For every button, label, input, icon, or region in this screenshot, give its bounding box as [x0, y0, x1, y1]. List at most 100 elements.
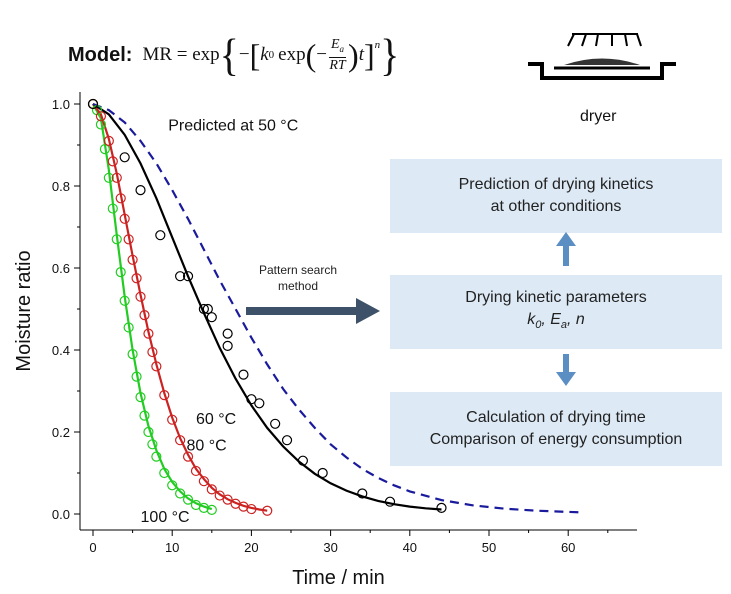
data-point — [281, 435, 293, 446]
y-tick-label: 0.4 — [52, 343, 70, 358]
parameters-line-2: k0, Ea, n — [527, 311, 585, 332]
data-point — [198, 476, 209, 487]
data-point — [262, 505, 273, 516]
data-point — [202, 303, 213, 315]
data-point — [222, 340, 233, 351]
data-point — [115, 267, 126, 278]
calculation-line-1: Calculation of drying time — [466, 409, 646, 426]
data-point — [222, 494, 233, 505]
data-point — [175, 271, 186, 282]
arrow-down-icon — [556, 372, 576, 386]
data-point — [206, 484, 217, 495]
x-tick-label: 50 — [482, 540, 496, 555]
data-point — [270, 418, 281, 429]
calculation-line-2: Comparison of energy consumption — [429, 431, 683, 448]
data-point — [238, 369, 249, 380]
data-point — [139, 410, 150, 421]
data-point — [127, 349, 138, 360]
parameters-line-1: Drying kinetic parameters — [465, 289, 647, 307]
x-tick-label: 0 — [89, 540, 96, 555]
x-tick-label: 20 — [244, 540, 258, 555]
data-point — [135, 291, 146, 302]
data-point — [167, 414, 178, 425]
data-point — [155, 230, 166, 241]
y-tick-label: 0.0 — [52, 507, 70, 522]
data-point — [254, 398, 265, 409]
x-tick-label: 40 — [403, 540, 417, 555]
arrow-label-2: method — [278, 279, 318, 293]
model-label: Model: — [68, 43, 133, 66]
formula-t: t — [358, 44, 364, 65]
data-point — [297, 455, 308, 466]
data-point — [206, 312, 217, 323]
data-point — [127, 254, 138, 265]
data-point — [107, 203, 118, 214]
y-tick-label: 0.6 — [52, 261, 70, 276]
data-point — [175, 435, 186, 446]
data-point — [147, 439, 158, 450]
data-point — [357, 488, 368, 499]
data-point — [206, 504, 217, 515]
data-point — [246, 503, 257, 515]
data-point — [182, 271, 194, 282]
data-point — [119, 213, 130, 224]
series-annotation: Predicted at 50 °C — [168, 118, 298, 135]
data-point — [167, 480, 178, 491]
data-point — [182, 494, 194, 505]
data-point — [143, 426, 154, 438]
formula-power: n — [374, 39, 381, 51]
series-annotation: 80 °C — [186, 437, 226, 454]
data-point — [111, 234, 122, 245]
dryer-label: dryer — [580, 108, 617, 125]
data-point — [436, 502, 447, 513]
data-point — [135, 185, 146, 196]
x-axis-label: Time / min — [292, 567, 385, 589]
data-point — [131, 371, 142, 382]
arrow-up-icon — [556, 232, 576, 246]
data-point — [246, 394, 257, 405]
parameters-box: Drying kinetic parameters k0, Ea, n — [390, 275, 722, 349]
data-point — [198, 502, 209, 513]
series-annotation: 100 °C — [141, 509, 190, 526]
y-axis-label: Moisture ratio — [13, 250, 35, 371]
data-point — [159, 390, 170, 401]
prediction-line-1: Prediction of drying kinetics — [458, 176, 654, 193]
data-point — [384, 496, 396, 507]
data-point — [190, 465, 202, 477]
series-curve-2 — [92, 103, 442, 511]
data-point — [151, 451, 162, 462]
data-point — [87, 98, 99, 110]
x-tick-label: 60 — [561, 540, 575, 555]
data-point — [222, 328, 233, 339]
arrow-up-shaft — [563, 242, 569, 266]
data-point — [182, 451, 194, 462]
data-point — [198, 303, 209, 315]
data-point — [115, 193, 126, 204]
series-curve-3 — [92, 102, 585, 514]
data-point — [103, 172, 114, 183]
data-point — [95, 111, 107, 122]
data-point — [135, 392, 146, 403]
prediction-box: Prediction of drying kinetics at other c… — [390, 159, 722, 233]
data-point — [151, 361, 162, 372]
data-point — [103, 135, 114, 146]
y-tick-label: 0.8 — [52, 179, 70, 194]
data-point — [143, 328, 154, 339]
formula-fraction: Ea RT — [328, 37, 347, 73]
data-point — [123, 322, 134, 333]
y-tick-label: 0.2 — [52, 425, 70, 440]
data-point — [175, 488, 186, 499]
data-point — [107, 156, 118, 167]
arrow-down-shaft — [563, 354, 569, 376]
dryer-icon — [528, 33, 676, 80]
data-point — [99, 144, 110, 155]
data-point — [159, 467, 170, 479]
data-point — [139, 310, 150, 321]
calculation-box: Calculation of drying time Comparison of… — [390, 392, 722, 466]
formula-k: k — [260, 44, 269, 65]
